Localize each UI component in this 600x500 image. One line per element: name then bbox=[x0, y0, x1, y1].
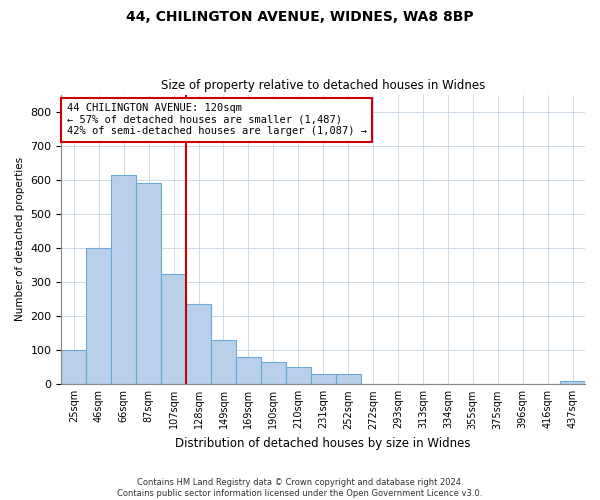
Bar bbox=[335, 374, 361, 384]
Bar bbox=[111, 174, 136, 384]
Bar bbox=[261, 362, 286, 384]
Bar bbox=[236, 357, 261, 384]
Text: Contains HM Land Registry data © Crown copyright and database right 2024.
Contai: Contains HM Land Registry data © Crown c… bbox=[118, 478, 482, 498]
Bar bbox=[286, 368, 311, 384]
Y-axis label: Number of detached properties: Number of detached properties bbox=[15, 158, 25, 322]
Bar bbox=[86, 248, 111, 384]
Bar bbox=[186, 304, 211, 384]
Bar bbox=[560, 381, 585, 384]
Title: Size of property relative to detached houses in Widnes: Size of property relative to detached ho… bbox=[161, 79, 485, 92]
Bar bbox=[161, 274, 186, 384]
Bar bbox=[61, 350, 86, 384]
Text: 44 CHILINGTON AVENUE: 120sqm
← 57% of detached houses are smaller (1,487)
42% of: 44 CHILINGTON AVENUE: 120sqm ← 57% of de… bbox=[67, 103, 367, 136]
Bar bbox=[311, 374, 335, 384]
Bar bbox=[211, 340, 236, 384]
X-axis label: Distribution of detached houses by size in Widnes: Distribution of detached houses by size … bbox=[175, 437, 471, 450]
Bar bbox=[136, 183, 161, 384]
Text: 44, CHILINGTON AVENUE, WIDNES, WA8 8BP: 44, CHILINGTON AVENUE, WIDNES, WA8 8BP bbox=[126, 10, 474, 24]
